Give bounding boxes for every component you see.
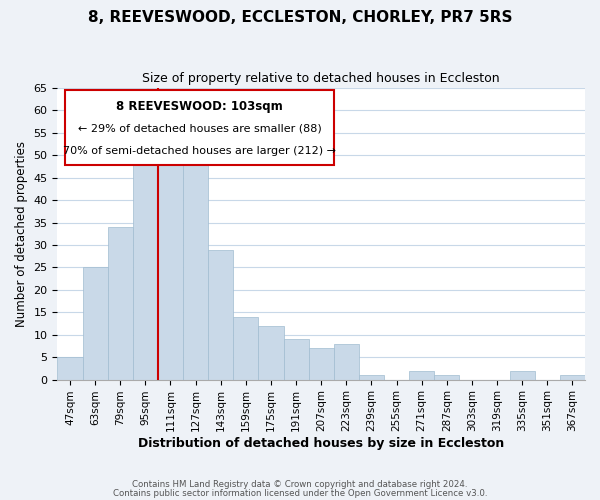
- Bar: [233, 317, 259, 380]
- Title: Size of property relative to detached houses in Eccleston: Size of property relative to detached ho…: [142, 72, 500, 86]
- Bar: [359, 375, 384, 380]
- Bar: [133, 151, 158, 380]
- Y-axis label: Number of detached properties: Number of detached properties: [15, 141, 28, 327]
- Bar: [409, 370, 434, 380]
- Bar: [334, 344, 359, 380]
- Bar: [58, 357, 83, 380]
- Bar: [284, 339, 308, 380]
- Bar: [308, 348, 334, 380]
- Bar: [158, 164, 183, 380]
- Text: ← 29% of detached houses are smaller (88): ← 29% of detached houses are smaller (88…: [78, 123, 322, 133]
- FancyBboxPatch shape: [65, 90, 334, 166]
- Text: 8 REEVESWOOD: 103sqm: 8 REEVESWOOD: 103sqm: [116, 100, 283, 112]
- Text: 8, REEVESWOOD, ECCLESTON, CHORLEY, PR7 5RS: 8, REEVESWOOD, ECCLESTON, CHORLEY, PR7 5…: [88, 10, 512, 25]
- Bar: [560, 375, 585, 380]
- Bar: [183, 142, 208, 380]
- Bar: [208, 250, 233, 380]
- Text: 70% of semi-detached houses are larger (212) →: 70% of semi-detached houses are larger (…: [64, 146, 337, 156]
- Bar: [434, 375, 460, 380]
- X-axis label: Distribution of detached houses by size in Eccleston: Distribution of detached houses by size …: [138, 437, 505, 450]
- Text: Contains HM Land Registry data © Crown copyright and database right 2024.: Contains HM Land Registry data © Crown c…: [132, 480, 468, 489]
- Bar: [259, 326, 284, 380]
- Bar: [509, 370, 535, 380]
- Bar: [107, 227, 133, 380]
- Bar: [83, 268, 107, 380]
- Text: Contains public sector information licensed under the Open Government Licence v3: Contains public sector information licen…: [113, 488, 487, 498]
